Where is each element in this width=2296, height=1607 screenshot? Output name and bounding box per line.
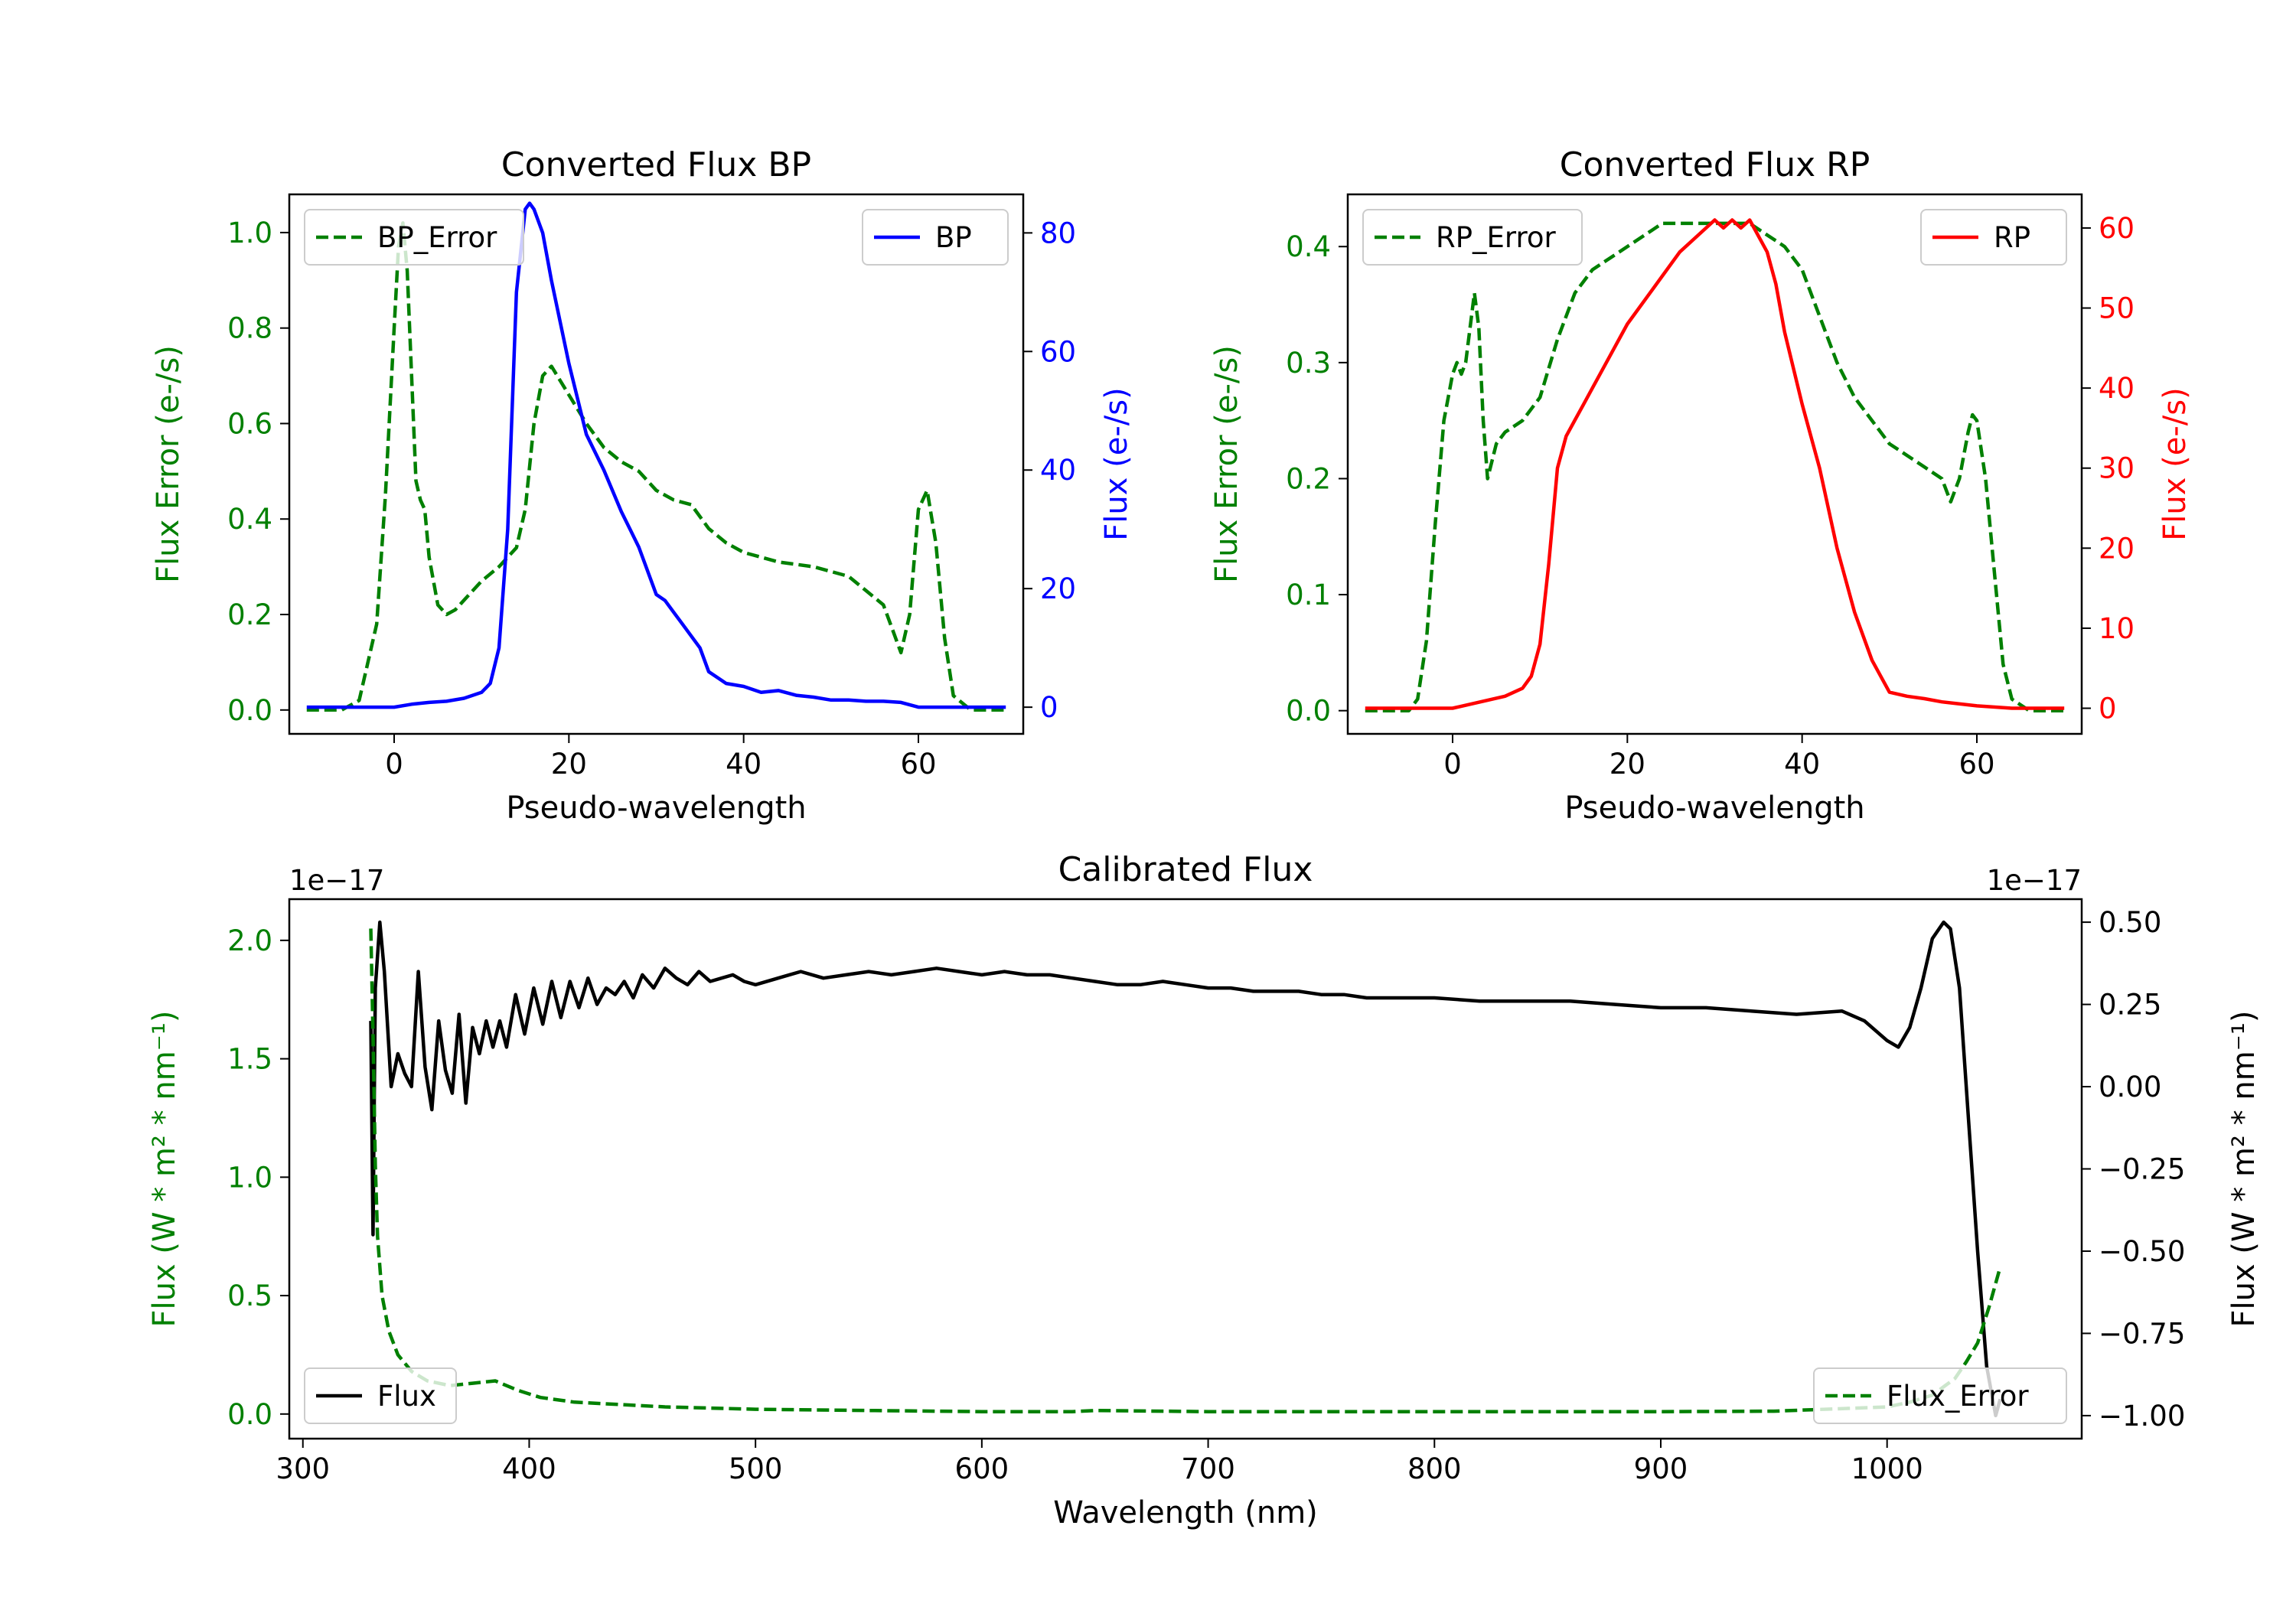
y-right-tick-label: 0.00	[2099, 1071, 2161, 1103]
legend-box	[1362, 209, 1583, 266]
y-right-tick-label: 40	[1040, 454, 1076, 487]
x-tick-label: 40	[726, 748, 762, 781]
x-tick-label: 300	[276, 1452, 330, 1485]
axes-frame	[288, 193, 1025, 735]
y-right-axis-label: Flux (W * m² * nm⁻¹)	[2226, 1011, 2262, 1328]
legend-label: BP	[935, 221, 972, 254]
y-right-tick-label: 0.25	[2099, 989, 2161, 1022]
x-tick-label: 900	[1634, 1452, 1688, 1485]
chart-title: Converted Flux BP	[501, 145, 811, 184]
legend-rp-error: RP_Error	[1362, 209, 1583, 266]
y-left-tick-label: 0.4	[227, 503, 272, 536]
y-left-axis-label: Flux Error (e-/s)	[1209, 345, 1244, 583]
y-left-tick-label: 1.5	[227, 1043, 272, 1076]
x-axis-label: Wavelength (nm)	[1053, 1495, 1318, 1530]
x-axis-label: Pseudo-wavelength	[506, 790, 806, 826]
y-left-tick-label: 0.5	[227, 1279, 272, 1312]
legend-rp: RP	[1920, 209, 2067, 266]
x-tick-label: 0	[385, 748, 403, 781]
y-left-tick-label: 0.2	[227, 598, 272, 631]
y-right-tick-label: 50	[2099, 292, 2135, 325]
x-tick-label: 1000	[1851, 1452, 1923, 1485]
series-line-flux	[369, 920, 2002, 1418]
y-right-tick-label: 80	[1040, 217, 1076, 249]
y-right-tick-label: 60	[2099, 212, 2135, 245]
y-left-axis-label: Flux Error (e-/s)	[151, 345, 186, 583]
series-line-rp	[1365, 218, 2065, 710]
y-right-tick-label: 0.50	[2099, 906, 2161, 939]
legend-box	[862, 209, 1009, 266]
y-left-tick-label: 0.0	[227, 694, 272, 727]
legend-label: BP_Error	[377, 221, 497, 254]
y-left-tick-label: 0.0	[1286, 695, 1331, 728]
x-tick-label: 400	[502, 1452, 556, 1485]
y-right-axis-label: Flux (e-/s)	[2157, 387, 2193, 540]
chart-title: Calibrated Flux	[1058, 850, 1313, 889]
plot-area	[369, 920, 2002, 1418]
y-right-tick-label: −1.00	[2099, 1400, 2185, 1433]
y-right-tick-label: −0.50	[2099, 1235, 2185, 1268]
y-left-tick-label: 1.0	[227, 1161, 272, 1194]
legend-flux: Flux	[304, 1367, 457, 1424]
legend-bp-error: BP_Error	[304, 209, 524, 266]
y-left-tick-label: 0.2	[1286, 462, 1331, 495]
y-left-tick-label: 0.6	[227, 407, 272, 440]
axes-frame	[1346, 193, 2083, 735]
legend-box	[304, 1367, 457, 1424]
legend-box	[304, 209, 524, 266]
y-left-offset-label: 1e−17	[289, 864, 384, 897]
plot-area	[306, 201, 1006, 712]
chart-panel-2: 0 20 40 60 0.0 0.1 0.2 0.3 0.4 0 10 20 30 40 50 60 Conve…	[1209, 145, 2193, 826]
y-left-tick-label: 1.0	[227, 217, 272, 249]
y-right-tick-label: 10	[2099, 612, 2135, 645]
y-right-tick-label: −0.25	[2099, 1153, 2185, 1186]
y-left-axis-label: Flux (W * m² * nm⁻¹)	[147, 1011, 182, 1328]
chart-panel-3: 300 400 500 600 700 800 900 1000 0.0 0.5 1.0 1.5 2.0…	[147, 850, 2262, 1530]
y-left-tick-label: 2.0	[227, 924, 272, 957]
y-right-tick-label: 30	[2099, 452, 2135, 485]
legend-box	[1813, 1367, 2067, 1424]
x-tick-label: 40	[1784, 748, 1820, 781]
series-line-bp-error	[306, 221, 1006, 712]
legend-label: RP_Error	[1436, 221, 1556, 254]
x-tick-label: 500	[729, 1452, 783, 1485]
x-tick-label: 20	[551, 748, 587, 781]
x-tick-label: 0	[1443, 748, 1462, 781]
x-tick-label: 600	[955, 1452, 1009, 1485]
x-tick-label: 800	[1407, 1452, 1462, 1485]
legend-label: Flux_Error	[1887, 1380, 2029, 1413]
y-right-axis-label: Flux (e-/s)	[1099, 387, 1134, 540]
y-right-tick-label: 20	[1040, 572, 1076, 605]
x-axis-label: Pseudo-wavelength	[1564, 790, 1864, 826]
y-right-tick-label: 40	[2099, 372, 2135, 405]
series-line-flux-error	[369, 928, 2002, 1413]
x-tick-label: 60	[1958, 748, 1994, 781]
legend-label: RP	[1994, 221, 2030, 254]
y-left-tick-label: 0.1	[1286, 579, 1331, 611]
y-right-tick-label: 60	[1040, 335, 1076, 368]
y-left-tick-label: 0.8	[227, 312, 272, 345]
legend-flux-error: Flux_Error	[1813, 1367, 2067, 1424]
legend-bp: BP	[862, 209, 1009, 266]
x-tick-label: 20	[1609, 748, 1645, 781]
legend-box	[1920, 209, 2067, 266]
y-right-tick-label: 0	[2099, 693, 2117, 725]
y-left-tick-label: 0.3	[1286, 347, 1331, 380]
chart-title: Converted Flux RP	[1560, 145, 1870, 184]
x-tick-label: 700	[1181, 1452, 1235, 1485]
legend-label: Flux	[377, 1380, 436, 1413]
y-left-tick-label: 0.0	[227, 1398, 272, 1431]
y-left-tick-label: 0.4	[1286, 230, 1331, 263]
series-line-bp	[306, 201, 1006, 709]
y-right-tick-label: 20	[2099, 532, 2135, 565]
y-right-tick-label: 0	[1040, 691, 1058, 724]
series-line-rp-error	[1365, 221, 2065, 712]
plot-area	[1365, 218, 2065, 712]
y-right-offset-label: 1e−17	[1987, 864, 2082, 897]
y-right-tick-label: −0.75	[2099, 1317, 2185, 1350]
chart-panel-1: 0 20 40 60 0.0 0.2 0.4 0.6 0.8 1.0 0 20 40 60 80 Conver…	[151, 145, 1134, 826]
x-tick-label: 60	[900, 748, 936, 781]
